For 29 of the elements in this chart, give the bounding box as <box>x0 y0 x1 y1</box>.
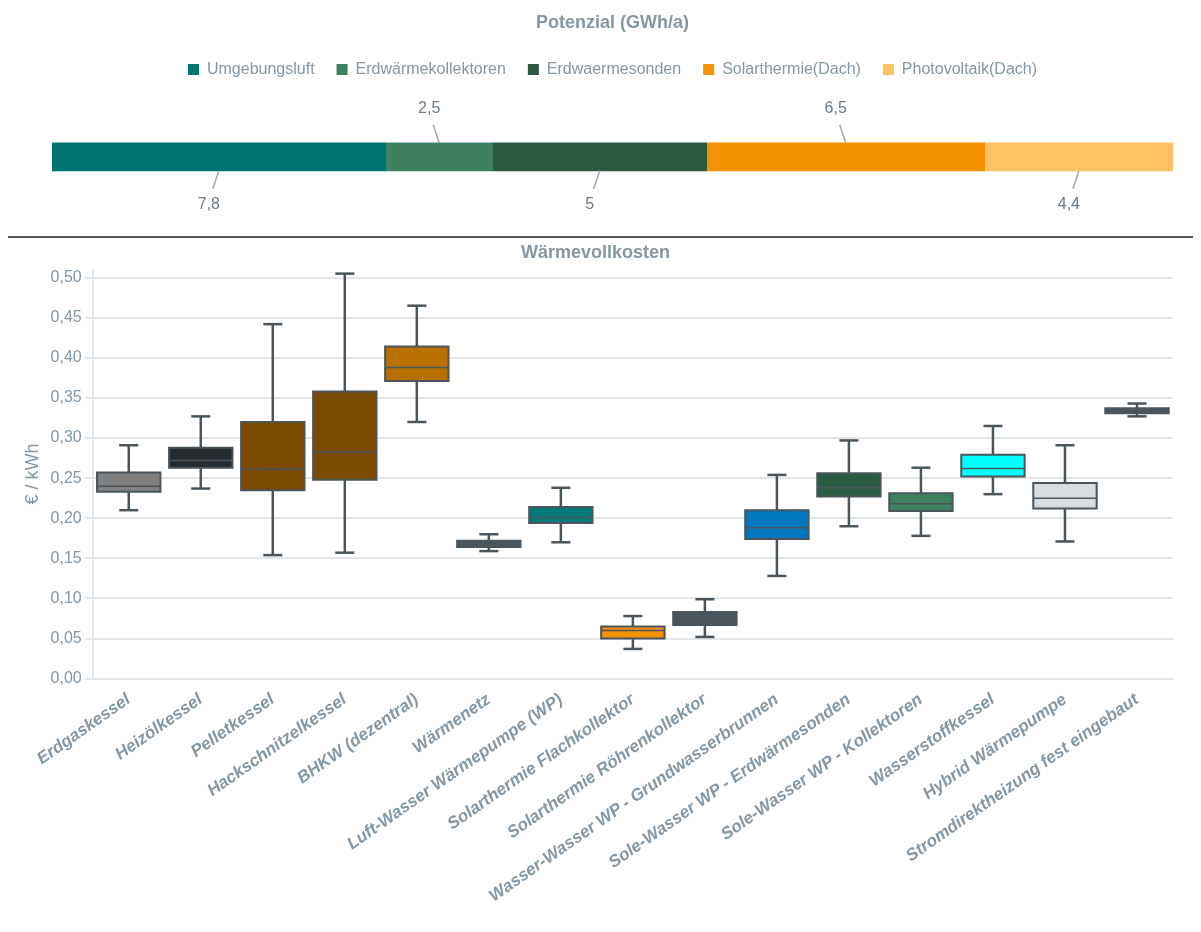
bar <box>492 142 707 172</box>
y-tick-label: 0,30 <box>50 428 82 446</box>
legend-label: Umgebungsluft <box>206 60 316 78</box>
y-tick-label: 0,05 <box>50 628 82 646</box>
legend-label: Erdwärmekollektoren <box>355 60 506 78</box>
y-axis-title: € / kWh <box>21 443 42 505</box>
y-tick-label: 0,00 <box>50 669 82 687</box>
y-tick-label: 0,15 <box>50 548 82 566</box>
y-tick-label: 0,25 <box>50 468 82 486</box>
y-tick-label: 0,40 <box>50 348 82 366</box>
bar <box>52 142 387 172</box>
data-label: 5 <box>585 195 595 213</box>
data-label: 6,5 <box>824 99 847 117</box>
bar <box>984 142 1173 172</box>
legend-label: Solarthermie(Dach) <box>722 60 861 78</box>
legend-label: Erdwaermesonden <box>546 60 682 78</box>
data-label: 2,5 <box>418 99 441 117</box>
y-tick-label: 0,10 <box>50 588 82 606</box>
legend-label: Photovoltaik(Dach) <box>901 60 1038 78</box>
y-tick-label: 0,35 <box>50 388 82 406</box>
bar <box>385 142 494 172</box>
data-label: 7,8 <box>197 195 221 213</box>
bar <box>706 142 986 172</box>
chart-title: Wärmevollkosten <box>520 241 671 262</box>
chart-title: Potenzial (GWh/a) <box>536 11 690 32</box>
y-tick-label: 0,20 <box>50 508 82 526</box>
y-tick-label: 0,50 <box>50 268 82 286</box>
y-tick-label: 0,45 <box>50 308 82 326</box>
data-label: 4,4 <box>1057 195 1081 213</box>
